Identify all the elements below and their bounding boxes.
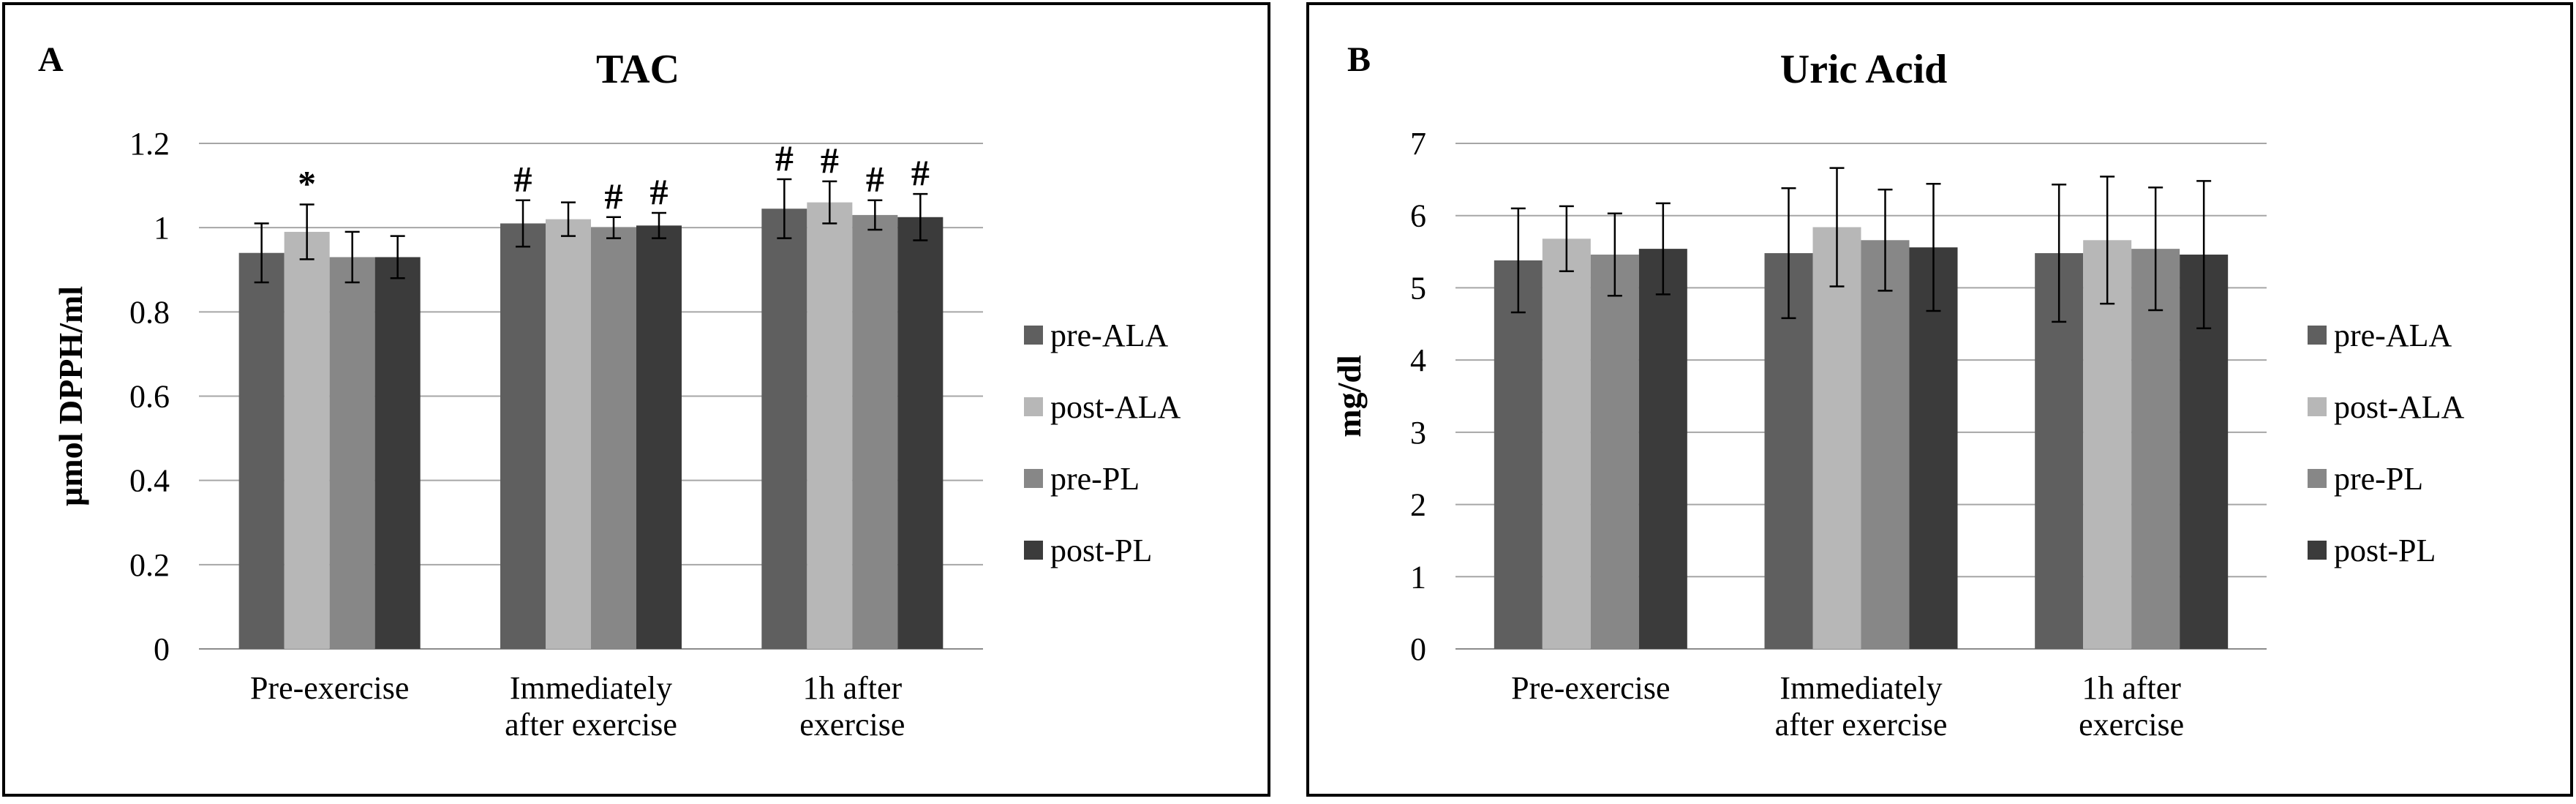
bar-pre-PL (591, 228, 636, 650)
legend-label: pre-PL (1050, 461, 1140, 497)
bar-post-PL (374, 257, 421, 650)
bar-post-ALA (2083, 240, 2132, 650)
legend-swatch-post-PL (1024, 541, 1043, 560)
bar-pre-ALA (1764, 253, 1813, 649)
y-tick-label: 1 (154, 210, 170, 246)
bar-post-PL (897, 217, 944, 649)
category-label: after exercise (1775, 707, 1948, 743)
bar-post-ALA (1542, 238, 1591, 649)
bar-pre-PL (1861, 240, 1910, 650)
y-tick-label: 3 (1410, 415, 1426, 451)
legend-label: pre-ALA (1050, 318, 1168, 353)
legend-label: post-ALA (1050, 389, 1181, 425)
category-label: exercise (2079, 707, 2184, 743)
significance-marker: # (650, 171, 669, 212)
legend-label: post-ALA (2334, 389, 2465, 425)
y-tick-label: 4 (1410, 342, 1426, 378)
bar-pre-PL (852, 214, 898, 649)
y-tick-label: 5 (1410, 270, 1426, 306)
y-tick-label: 1.2 (129, 126, 170, 162)
legend-swatch-pre-PL (1024, 469, 1043, 488)
bar-pre-PL (2131, 249, 2180, 649)
y-tick-label: 0.4 (129, 463, 170, 499)
legend-label: post-PL (2334, 533, 2436, 568)
panel-label: B (1347, 40, 1371, 79)
significance-marker: # (514, 159, 532, 200)
bar-post-ALA (1812, 227, 1861, 650)
bar-pre-ALA (238, 252, 285, 649)
category-label: Immediately (1780, 670, 1942, 706)
legend-swatch-post-ALA (2308, 397, 2327, 416)
panel-label: A (38, 40, 64, 79)
y-tick-label: 7 (1410, 126, 1426, 162)
significance-marker: # (911, 152, 930, 193)
category-label: exercise (799, 707, 905, 743)
bar-post-PL (636, 225, 682, 650)
chart-title: TAC (596, 47, 679, 92)
significance-marker: # (605, 176, 623, 217)
category-label: after exercise (505, 707, 677, 743)
bar-pre-ALA (1494, 260, 1543, 650)
significance-marker: # (775, 138, 794, 179)
category-label: 1h after (803, 670, 903, 706)
legend-swatch-post-ALA (1024, 397, 1043, 416)
bar-post-PL (1909, 247, 1958, 649)
bar-pre-PL (1590, 255, 1639, 649)
category-label: Pre-exercise (250, 670, 409, 706)
chart-panel-B: 0 1 2 3 4 5 6 7 B Uric Acid mg/dl Pre-exercise Immed… (1306, 2, 2573, 797)
bar-pre-ALA (500, 223, 546, 649)
category-label: Immediately (510, 670, 672, 706)
chart-title: Uric Acid (1780, 47, 1948, 92)
significance-marker: # (866, 159, 884, 200)
legend-swatch-pre-PL (2308, 469, 2327, 488)
legend-label: pre-PL (2334, 461, 2423, 497)
legend-label: pre-ALA (2334, 318, 2452, 353)
category-label: Pre-exercise (1511, 670, 1670, 706)
category-label: 1h after (2082, 670, 2181, 706)
significance-marker: * (298, 162, 316, 203)
bar-pre-ALA (761, 208, 807, 650)
bar-post-PL (1638, 249, 1687, 649)
y-tick-label: 2 (1410, 487, 1426, 523)
y-tick-label: 0 (1410, 631, 1426, 667)
significance-marker: # (821, 140, 839, 181)
y-axis-label: µmol DPPH/ml (52, 286, 89, 506)
y-tick-label: 0.6 (129, 379, 170, 415)
bar-post-ALA (807, 202, 853, 649)
y-tick-label: 0.2 (129, 547, 170, 583)
y-tick-label: 1 (1410, 559, 1426, 595)
bar-pre-PL (329, 257, 375, 650)
legend-swatch-post-PL (2308, 541, 2327, 560)
y-axis-label: mg/dl (1330, 355, 1368, 437)
y-tick-label: 6 (1410, 198, 1426, 234)
bar-post-ALA (546, 219, 591, 649)
y-tick-label: 0 (154, 631, 170, 667)
chart-panel-A: 0 0.2 0.4 0.6 0.8 1 1.2 A TAC µmol DPPH/ml * Pre-ex… (2, 2, 1270, 797)
legend-label: post-PL (1050, 533, 1152, 568)
y-tick-label: 0.8 (129, 294, 170, 330)
legend-swatch-pre-ALA (1024, 326, 1043, 345)
bar-post-ALA (284, 231, 330, 649)
legend-swatch-pre-ALA (2308, 326, 2327, 345)
